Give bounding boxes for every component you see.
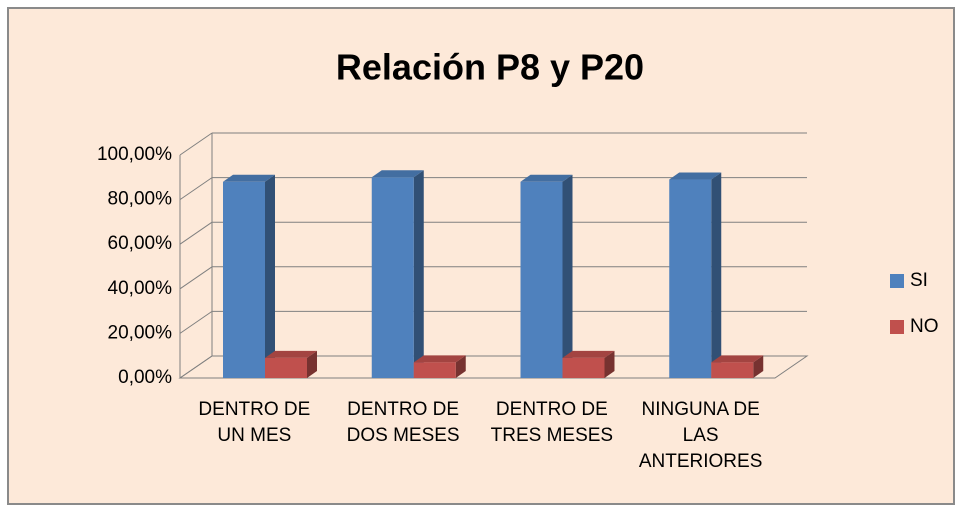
bar-face bbox=[562, 350, 615, 358]
legend-swatch bbox=[890, 320, 904, 334]
bar bbox=[413, 355, 466, 378]
x-tick-label: DENTRO DE DOS MESES bbox=[347, 399, 460, 446]
y-tick-label: 60,00% bbox=[108, 233, 173, 254]
bar-face bbox=[413, 170, 424, 378]
bar-face bbox=[711, 172, 722, 378]
bar-face bbox=[604, 350, 615, 378]
bar bbox=[520, 174, 573, 378]
legend-swatch bbox=[890, 274, 904, 288]
grid-line bbox=[179, 310, 213, 334]
bar-face bbox=[371, 170, 424, 178]
y-tick-label: 100,00% bbox=[97, 144, 172, 165]
grid-line bbox=[179, 266, 213, 290]
bar-face bbox=[413, 355, 466, 363]
bar-face bbox=[711, 355, 764, 363]
grid-line bbox=[179, 177, 213, 201]
bar bbox=[371, 170, 424, 378]
y-tick-label: 0,00% bbox=[118, 367, 172, 388]
bar-face bbox=[265, 174, 275, 378]
bar-face bbox=[265, 350, 317, 358]
bar bbox=[265, 350, 317, 378]
y-tick-label: 40,00% bbox=[108, 278, 173, 299]
bar-face bbox=[711, 362, 754, 378]
bar-face bbox=[223, 174, 275, 182]
chart-title: Relación P8 y P20 bbox=[336, 47, 644, 88]
bar-face bbox=[562, 174, 573, 378]
bar bbox=[223, 174, 275, 378]
bar-face bbox=[753, 355, 764, 378]
grid-line bbox=[179, 221, 213, 245]
grid-line bbox=[179, 132, 213, 156]
bar-face bbox=[562, 357, 605, 378]
bar-face bbox=[669, 172, 722, 180]
bar-face bbox=[669, 179, 712, 378]
bar bbox=[711, 355, 764, 378]
bar bbox=[562, 350, 615, 378]
legend-label: NO bbox=[910, 316, 939, 337]
bar-face bbox=[413, 362, 456, 378]
chart-background bbox=[7, 7, 955, 505]
grid-line bbox=[179, 355, 213, 379]
legend-label: SI bbox=[910, 270, 928, 291]
y-tick-label: 20,00% bbox=[108, 322, 173, 343]
bar-face bbox=[455, 355, 466, 378]
bar-face bbox=[371, 177, 414, 378]
x-tick-label: NINGUNA DE LAS ANTERIORES bbox=[639, 399, 763, 472]
bar-face bbox=[265, 357, 307, 378]
bar-face bbox=[520, 181, 563, 378]
bar bbox=[669, 172, 722, 378]
bar-face bbox=[307, 350, 317, 378]
y-tick-label: 80,00% bbox=[108, 189, 173, 210]
x-tick-label: DENTRO DE TRES MESES bbox=[491, 399, 613, 446]
x-tick-label: DENTRO DE UN MES bbox=[198, 399, 310, 446]
bar-face bbox=[520, 174, 573, 182]
bar-face bbox=[223, 181, 265, 378]
